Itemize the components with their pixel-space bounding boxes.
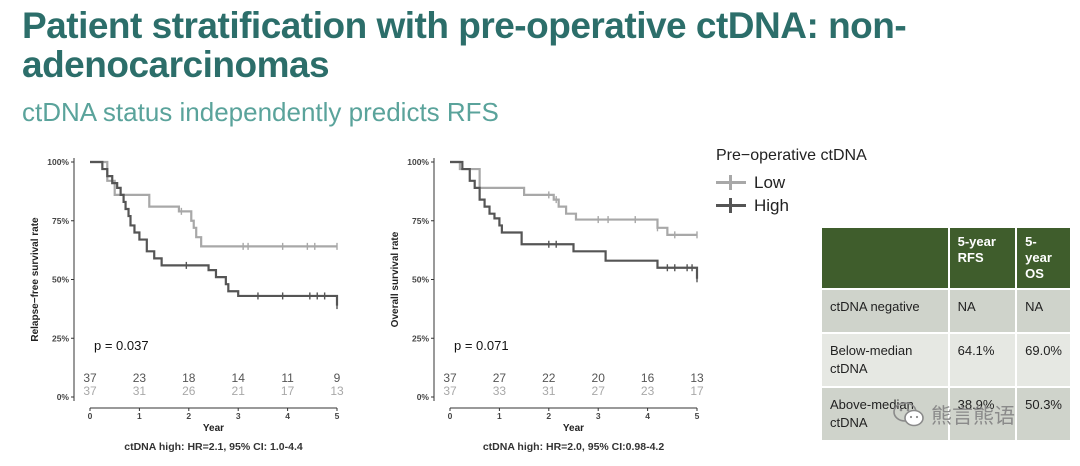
legend-swatch-high xyxy=(716,196,746,216)
at-risk-count: 37 xyxy=(443,371,457,385)
at-risk-count: 22 xyxy=(542,371,556,385)
at-risk-count: 31 xyxy=(542,384,556,398)
at-risk-count: 14 xyxy=(232,371,246,385)
x-tick-label: 2 xyxy=(546,411,551,421)
chart-legend: Pre−operative ctDNA Low High xyxy=(716,147,926,217)
km-curve-low xyxy=(450,160,697,236)
at-risk-count: 17 xyxy=(690,384,704,398)
table-cell: 69.0% xyxy=(1015,332,1072,388)
km-curve-low xyxy=(90,160,337,248)
at-risk-count: 20 xyxy=(592,371,606,385)
y-axis-title: Overall survival rate xyxy=(390,231,401,327)
at-risk-count: 9 xyxy=(334,371,341,385)
x-tick-label: 4 xyxy=(645,411,650,421)
y-tick-label: 75% xyxy=(412,216,429,226)
at-risk-count: 21 xyxy=(232,384,246,398)
table-row: ctDNA negative NA NA xyxy=(820,288,1072,334)
y-tick-label: 0% xyxy=(417,392,430,402)
at-risk-count: 26 xyxy=(182,384,196,398)
at-risk-count: 33 xyxy=(493,384,507,398)
y-tick-label: 100% xyxy=(47,157,69,167)
p-value: p = 0.071 xyxy=(454,338,509,353)
at-risk-count: 27 xyxy=(592,384,606,398)
legend-title: Pre−operative ctDNA xyxy=(716,147,867,164)
x-tick-label: 1 xyxy=(137,411,142,421)
y-tick-label: 50% xyxy=(412,275,429,285)
table-header-blank xyxy=(820,226,950,290)
at-risk-count: 13 xyxy=(330,384,344,398)
x-tick-label: 0 xyxy=(448,411,453,421)
at-risk-count: 16 xyxy=(641,371,655,385)
x-axis-title: Year xyxy=(203,423,224,434)
p-value: p = 0.037 xyxy=(94,338,149,353)
table-row: Below-median ctDNA 64.1% 69.0% xyxy=(820,332,1072,388)
at-risk-count: 13 xyxy=(690,371,704,385)
at-risk-count: 27 xyxy=(493,371,507,385)
y-tick-label: 25% xyxy=(412,333,429,343)
y-tick-label: 75% xyxy=(52,216,69,226)
x-tick-label: 2 xyxy=(186,411,191,421)
legend-label-low: Low xyxy=(754,172,786,192)
x-tick-label: 5 xyxy=(335,411,340,421)
table-cell: 64.1% xyxy=(947,332,1018,388)
y-tick-label: 25% xyxy=(52,333,69,343)
x-tick-label: 3 xyxy=(596,411,601,421)
five-year-summary-table: 5-year RFS 5-year OS ctDNA negative NA N… xyxy=(820,226,1072,442)
table-cell: Above-median ctDNA xyxy=(820,386,950,442)
x-tick-label: 3 xyxy=(236,411,241,421)
slide-title: Patient stratification with pre-operativ… xyxy=(22,5,907,85)
table-cell: 38.9% xyxy=(947,386,1018,442)
table-cell: NA xyxy=(1015,288,1072,334)
x-tick-label: 0 xyxy=(88,411,93,421)
y-tick-label: 0% xyxy=(57,392,70,402)
x-axis-title: Year xyxy=(563,423,584,434)
at-risk-count: 31 xyxy=(133,384,147,398)
table-header-os: 5-year OS xyxy=(1015,226,1072,290)
x-tick-label: 1 xyxy=(497,411,502,421)
watermark-text: 熊言熊语 xyxy=(931,405,1015,428)
table-header-row: 5-year RFS 5-year OS xyxy=(820,226,1072,290)
legend-item-high: High xyxy=(716,194,926,217)
table-cell: Below-median ctDNA xyxy=(820,332,950,388)
chat-bubbles-icon xyxy=(893,402,924,427)
slide-subtitle: ctDNA status independently predicts RFS xyxy=(22,97,499,127)
km-curve-high xyxy=(450,160,699,279)
x-tick-label: 4 xyxy=(285,411,290,421)
at-risk-count: 37 xyxy=(443,384,457,398)
y-axis-title: Relapse−free survival rate xyxy=(30,217,41,342)
y-tick-label: 50% xyxy=(52,275,69,285)
table-row: Above-median ctDNA 38.9% 50.3% xyxy=(820,386,1072,442)
at-risk-count: 37 xyxy=(83,371,97,385)
y-tick-label: 100% xyxy=(407,157,429,167)
at-risk-count: 11 xyxy=(281,371,294,385)
at-risk-count: 23 xyxy=(133,371,147,385)
legend-swatch-low xyxy=(716,173,746,193)
table-cell: 50.3% xyxy=(1015,386,1072,442)
at-risk-count: 37 xyxy=(83,384,97,398)
watermark: 熊言熊语 xyxy=(893,400,1015,430)
km-curve-high xyxy=(90,160,339,306)
x-tick-label: 5 xyxy=(695,411,700,421)
hr-footnote: ctDNA high: HR=2.1, 95% CI: 1.0-4.4 xyxy=(124,441,303,453)
legend-item-low: Low xyxy=(716,171,926,194)
legend-label-high: High xyxy=(754,195,789,215)
hr-footnote: ctDNA high: HR=2.0, 95% CI:0.98-4.2 xyxy=(483,441,665,453)
at-risk-count: 18 xyxy=(182,371,196,385)
at-risk-count: 17 xyxy=(281,384,295,398)
at-risk-count: 23 xyxy=(641,384,655,398)
table-cell: ctDNA negative xyxy=(820,288,950,334)
table-cell: NA xyxy=(947,288,1018,334)
table-header-rfs: 5-year RFS xyxy=(947,226,1018,290)
